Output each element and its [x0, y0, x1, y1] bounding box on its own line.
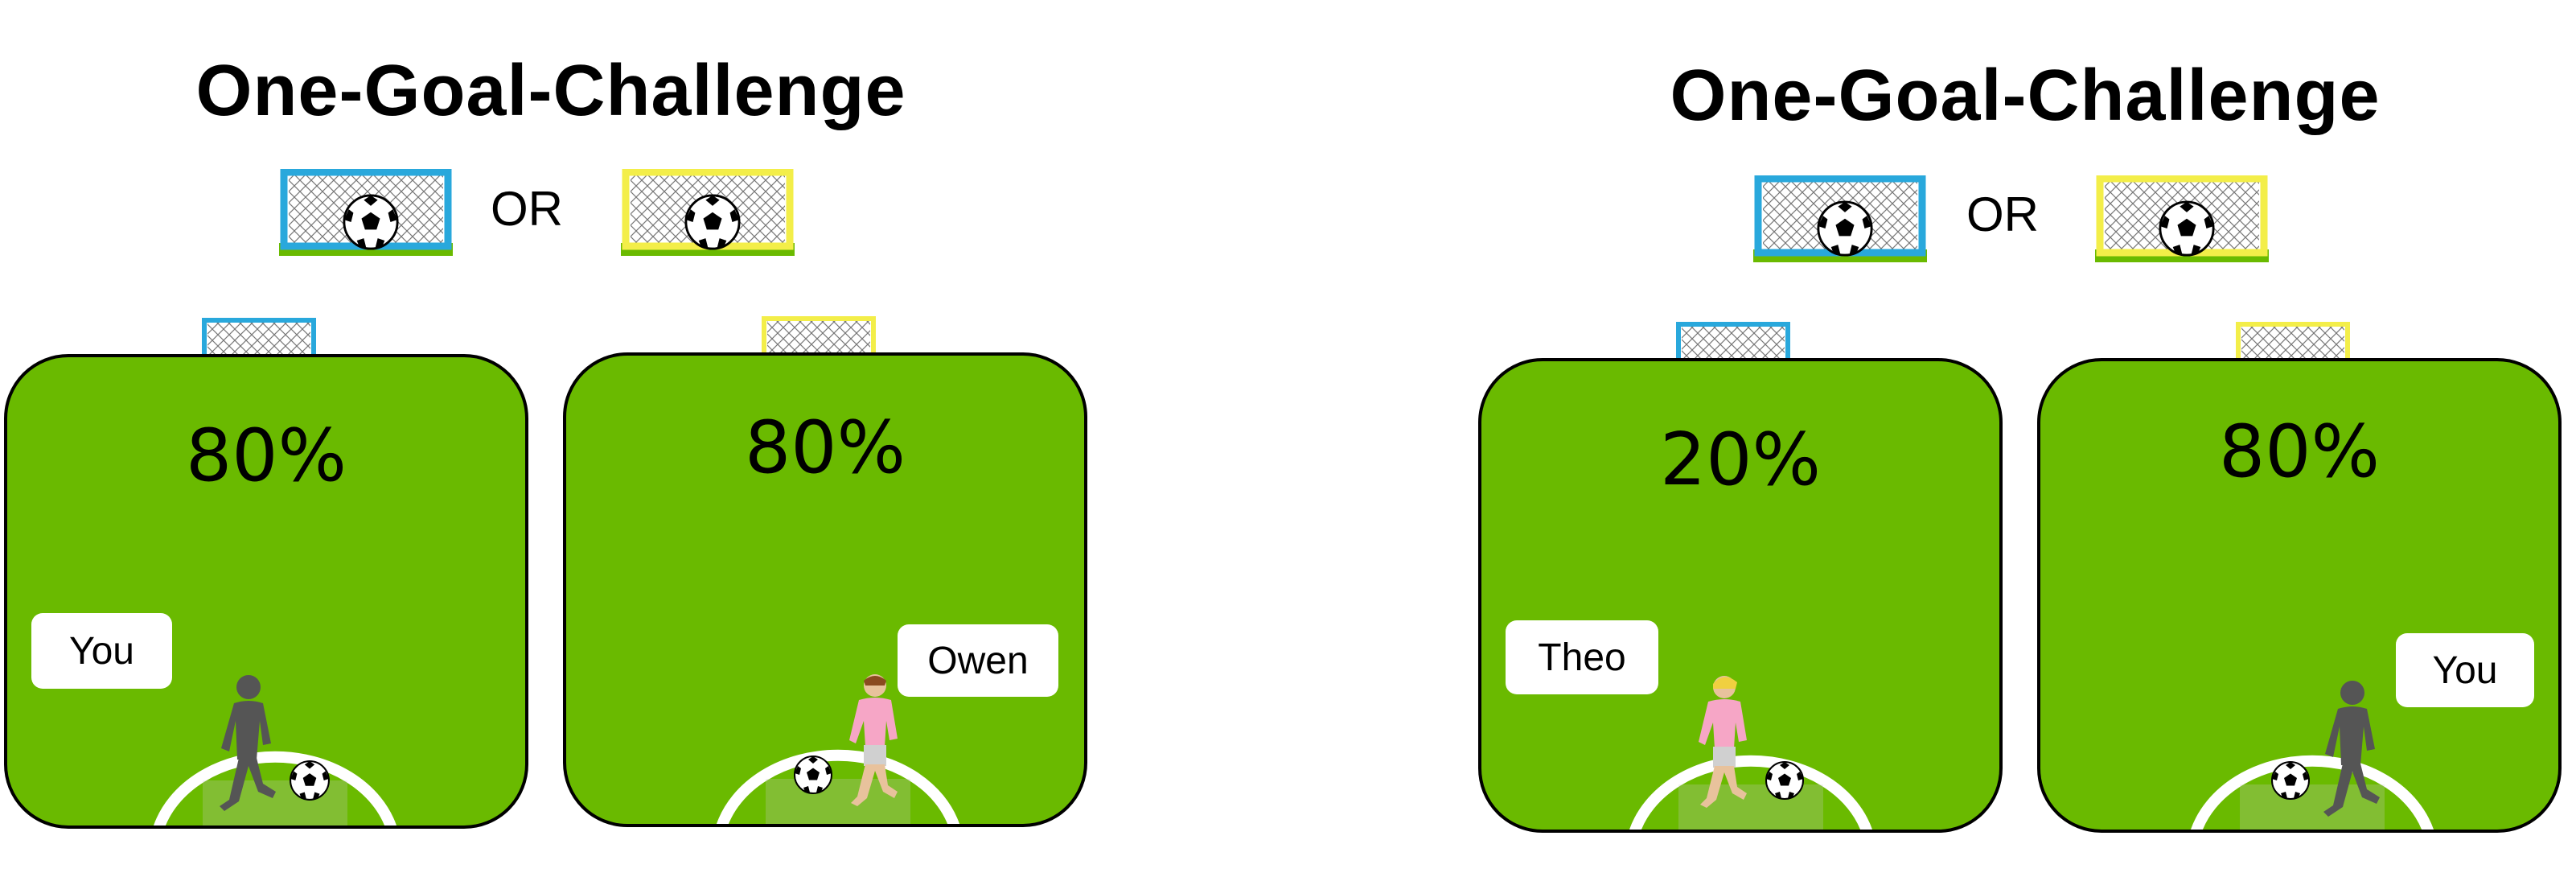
blue-goal-icon[interactable] [277, 169, 454, 257]
challenge-panel-2: One-Goal-Challenge OR 20% Theo [1474, 0, 2576, 877]
yellow-goal-icon[interactable] [2093, 175, 2270, 264]
goal-percent: 80% [2218, 410, 2381, 494]
soccer-ball-icon [1765, 760, 1805, 801]
or-label: OR [1966, 187, 2039, 241]
soccer-ball-icon [289, 760, 331, 801]
player-owen-icon [849, 674, 898, 806]
player-name-label: Owen [898, 624, 1058, 697]
soccer-ball-icon [2270, 760, 2311, 801]
field-right: 80% You [2037, 358, 2562, 833]
center-circle-arc [717, 749, 959, 824]
field-right: 80% Owen [563, 352, 1087, 827]
player-theo-icon [1699, 676, 1747, 808]
panel-title: One-Goal-Challenge [195, 51, 906, 131]
center-circle-arc [2191, 755, 2434, 830]
goal-percent: 20% [1659, 418, 1822, 502]
soccer-ball-icon [793, 755, 833, 795]
player-name-label: You [31, 613, 172, 689]
player-silhouette-icon [220, 675, 276, 811]
player-name-label: You [2396, 633, 2534, 707]
field-left: 20% Theo [1478, 358, 2003, 833]
panel-title: One-Goal-Challenge [1670, 56, 2381, 136]
goal-percent: 80% [744, 406, 906, 490]
blue-goal-icon[interactable] [1752, 175, 1929, 264]
player-name-label: Theo [1506, 620, 1658, 694]
challenge-panel-1: One-Goal-Challenge OR 80% You [0, 0, 1102, 877]
goal-percent: 80% [185, 414, 347, 498]
field-left: 80% You [4, 354, 528, 829]
or-label: OR [491, 182, 563, 236]
yellow-goal-icon[interactable] [619, 169, 796, 257]
player-silhouette-icon [2323, 681, 2380, 817]
